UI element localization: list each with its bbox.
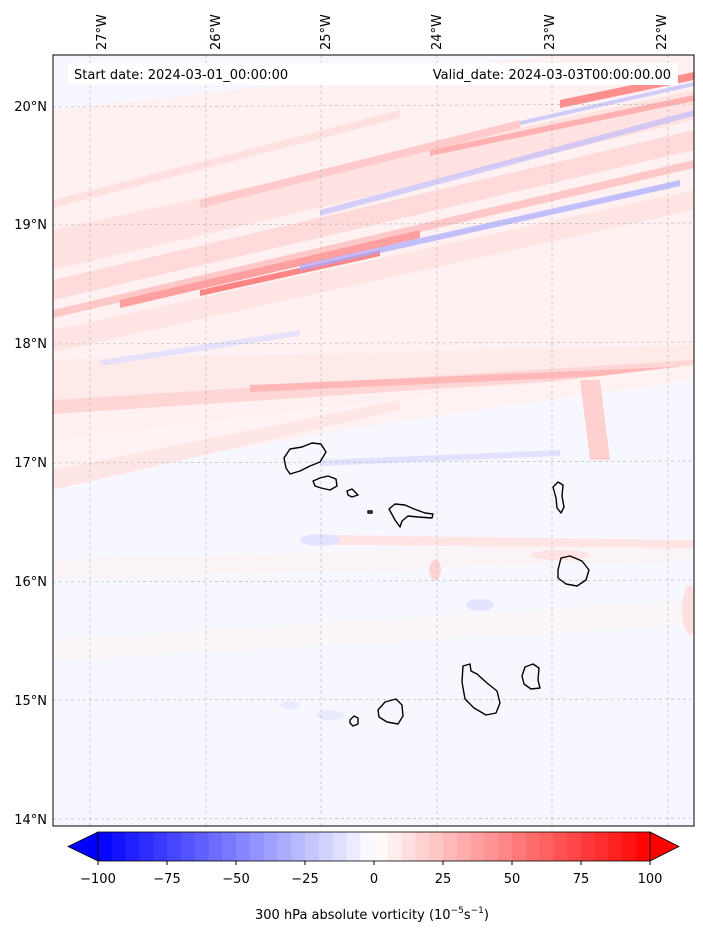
colorbar-step xyxy=(236,832,251,861)
colorbar-step xyxy=(194,832,209,861)
colorbar-step xyxy=(374,832,389,861)
colorbar-ticks: −100 −75 −50 −25 0 25 50 75 100 xyxy=(80,861,662,887)
lat-label: 19°N xyxy=(14,218,47,233)
colorbar-step xyxy=(98,832,113,861)
colorbar-step xyxy=(636,832,651,861)
map-frame xyxy=(52,54,695,827)
colorbar-min-extend-arrow xyxy=(67,831,99,862)
colorbar-step xyxy=(263,832,278,861)
colorbar-tick-label: 50 xyxy=(504,872,521,887)
colorbar-step xyxy=(512,832,527,861)
colorbar-step xyxy=(153,832,168,861)
header-box xyxy=(68,63,678,85)
colorbar-max-extend-arrow xyxy=(649,831,680,862)
colorbar-step xyxy=(111,832,127,861)
colorbar-step xyxy=(360,832,375,861)
colorbar-step xyxy=(498,832,513,861)
colorbar-step xyxy=(525,832,541,861)
colorbar-step xyxy=(139,832,154,861)
island-branco xyxy=(367,510,373,514)
colorbar-step xyxy=(401,832,416,861)
island-sao-nicolau xyxy=(388,503,434,528)
lat-label: 18°N xyxy=(14,337,47,352)
lon-label: 22°W xyxy=(655,14,670,50)
colorbar-step xyxy=(470,832,485,861)
colorbar-tick-label: −25 xyxy=(291,872,318,887)
colorbar-step xyxy=(581,832,596,861)
colorbar-step xyxy=(539,832,554,861)
colorbar-tick-label: −100 xyxy=(80,872,116,887)
colorbar-step xyxy=(622,832,637,861)
island-santa-luzia xyxy=(346,488,359,498)
valid-date-label: Valid_date: 2024-03-03T00:00:00.00 xyxy=(433,68,671,83)
colorbar-step xyxy=(429,832,444,861)
colorbar-step xyxy=(443,832,458,861)
colorbar-step xyxy=(305,832,320,861)
island-boa-vista xyxy=(557,555,590,587)
colorbar-step xyxy=(180,832,196,861)
lat-label: 17°N xyxy=(14,456,47,471)
colorbar-step xyxy=(249,832,265,861)
colorbar-tick-label: 25 xyxy=(435,872,452,887)
colorbar-step xyxy=(318,832,334,861)
colorbar-step xyxy=(277,832,292,861)
colorbar-step xyxy=(456,832,472,861)
colorbar-step xyxy=(553,832,568,861)
island-fogo xyxy=(377,698,404,725)
colorbar-step xyxy=(125,832,140,861)
colorbar-step xyxy=(484,832,499,861)
start-date-label: Start date: 2024-03-01_00:00:00 xyxy=(74,68,288,83)
colorbar-step xyxy=(291,832,306,861)
island-sao-vicente xyxy=(312,475,338,491)
longitude-labels: 27°W 26°W 25°W 24°W 23°W 22°W xyxy=(95,14,670,50)
lon-label: 27°W xyxy=(95,14,110,50)
island-outlines xyxy=(283,442,590,727)
lon-label: 26°W xyxy=(209,14,224,50)
colorbar-step xyxy=(387,832,403,861)
colorbar-tick-label: −75 xyxy=(153,872,180,887)
colorbar-tick-label: 75 xyxy=(573,872,590,887)
lat-label: 14°N xyxy=(14,813,47,828)
lon-label: 24°W xyxy=(430,14,445,50)
gridlines xyxy=(52,55,695,826)
island-santiago xyxy=(461,663,501,716)
colorbar-step xyxy=(332,832,347,861)
lat-label: 20°N xyxy=(14,100,47,115)
colorbar-tick-label: 0 xyxy=(370,872,378,887)
lon-label: 25°W xyxy=(319,14,334,50)
colorbar-tick-label: −50 xyxy=(222,872,249,887)
lat-label: 15°N xyxy=(14,694,47,709)
island-brava xyxy=(349,715,359,727)
lon-label: 23°W xyxy=(543,14,558,50)
colorbar-label: 300 hPa absolute vorticity (10−5s−1) xyxy=(255,906,489,923)
latitude-labels: 20°N 19°N 18°N 17°N 16°N 15°N 14°N xyxy=(14,100,47,828)
vorticity-field xyxy=(53,55,694,826)
lat-label: 16°N xyxy=(14,575,47,590)
island-maio xyxy=(521,663,541,690)
colorbar-tick-label: 100 xyxy=(638,872,663,887)
colorbar-step xyxy=(208,832,223,861)
colorbar-step xyxy=(608,832,623,861)
island-santo-antao xyxy=(283,442,327,475)
colorbar-step xyxy=(415,832,430,861)
colorbar-step xyxy=(567,832,582,861)
colorbar-step xyxy=(594,832,610,861)
colorbar-step xyxy=(222,832,237,861)
colorbar-step xyxy=(346,832,361,861)
colorbar-step xyxy=(167,832,182,861)
colorbar: −100 −75 −50 −25 0 25 50 75 100 300 hPa absolute… xyxy=(67,831,680,923)
colorbar-steps xyxy=(98,832,651,861)
island-sal xyxy=(552,481,565,514)
